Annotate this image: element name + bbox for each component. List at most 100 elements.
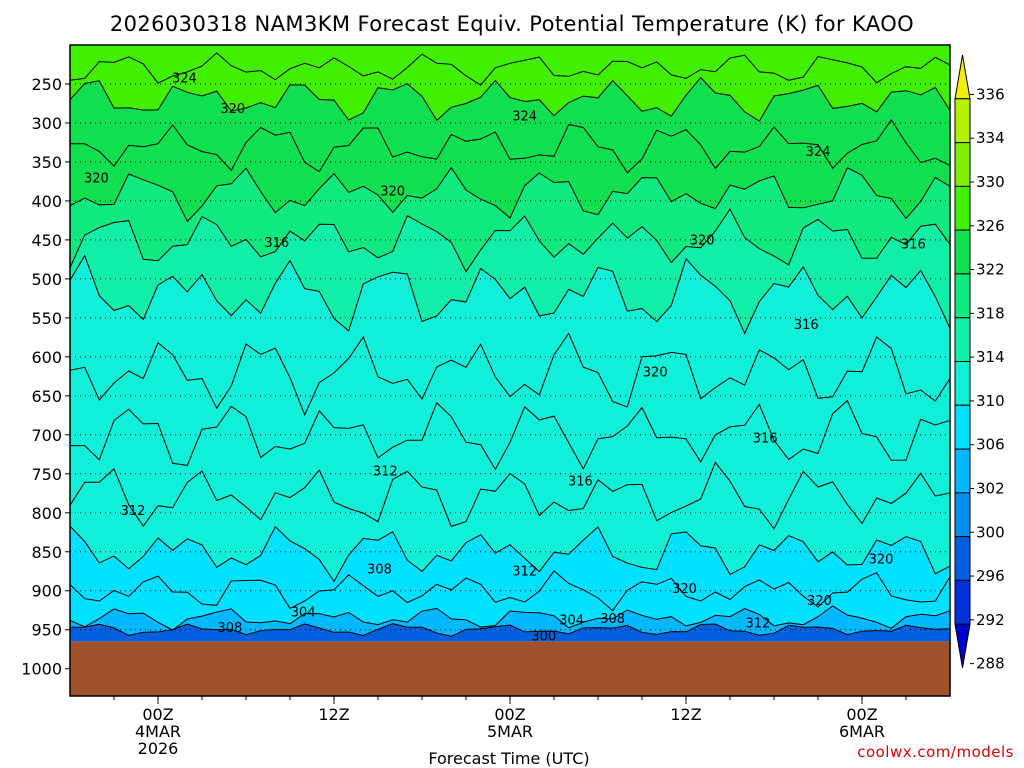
contour-label: 316 (794, 318, 819, 333)
x-tick-label: 4MAR (135, 722, 181, 741)
colorbar-swatch (954, 229, 971, 275)
y-tick-label: 550 (31, 309, 62, 328)
x-tick-label: 6MAR (839, 722, 885, 741)
contour-label: 316 (568, 475, 593, 490)
contour-label: 324 (806, 145, 831, 160)
colorbar-swatch (954, 142, 971, 187)
contour-label: 320 (807, 594, 832, 609)
contour-line (70, 605, 950, 631)
y-tick-label: 350 (31, 153, 62, 172)
colorbar-swatch (954, 98, 971, 144)
colorbar-label: 314 (976, 348, 1005, 366)
y-tick-label: 800 (31, 504, 62, 523)
contour-label: 324 (512, 110, 537, 125)
y-tick-label: 650 (31, 387, 62, 406)
contour-label: 312 (512, 564, 537, 579)
contour-label: 324 (172, 72, 197, 87)
colorbar-label: 326 (976, 217, 1005, 235)
colorbar-label: 292 (976, 611, 1005, 629)
colorbar-label: 302 (976, 479, 1005, 497)
x-axis-label: Forecast Time (UTC) (428, 749, 589, 768)
x-tick-label: 00Z (142, 705, 173, 724)
fill-band (70, 526, 950, 611)
contour-label: 308 (367, 563, 392, 578)
contour-line (70, 76, 950, 122)
contour-label: 316 (901, 238, 926, 253)
x-tick-label: 5MAR (487, 722, 533, 741)
x-tick-label: 2026 (138, 739, 179, 758)
contour-line (70, 254, 950, 335)
contour-label: 308 (217, 621, 242, 636)
contour-label: 300 (531, 630, 556, 645)
contour-line (70, 570, 950, 612)
y-tick-label: 700 (31, 426, 62, 445)
colorbar-label: 296 (976, 567, 1005, 585)
contour-label: 304 (559, 613, 584, 628)
colorbar-label: 330 (976, 173, 1005, 191)
y-tick-label: 450 (31, 231, 62, 250)
colorbar-swatch (954, 623, 971, 669)
colorbar-swatch (954, 536, 971, 581)
contour-line (70, 52, 950, 86)
colorbar-label: 318 (976, 304, 1005, 322)
contour-label: 312 (745, 616, 770, 631)
y-tick-label: 600 (31, 348, 62, 367)
y-tick-label: 300 (31, 114, 62, 133)
contour-line (70, 118, 950, 174)
contour-label: 320 (869, 553, 894, 568)
contour-line (70, 208, 950, 273)
fill-band (70, 45, 950, 86)
contour-label: 320 (672, 582, 697, 597)
x-tick-label: 00Z (494, 705, 525, 724)
colorbar-swatch (954, 317, 971, 362)
contour-line (70, 525, 950, 583)
contour-label: 312 (373, 464, 398, 479)
fill-band (70, 570, 950, 631)
colorbar-swatch (954, 492, 971, 538)
contour-label: 316 (264, 236, 289, 251)
contour-line (70, 399, 950, 471)
contour-label: 312 (121, 504, 146, 519)
chart-title: 2026030318 NAM3KM Forecast Equiv. Potent… (110, 12, 914, 36)
colorbar-swatch (954, 273, 971, 319)
colorbar-label: 300 (976, 523, 1005, 541)
y-tick-label: 900 (31, 582, 62, 601)
colorbar-label: 288 (976, 655, 1005, 673)
contour-label: 320 (690, 234, 715, 249)
y-tick-label: 250 (31, 75, 62, 94)
fill-band (70, 255, 950, 415)
colorbar-label: 336 (976, 85, 1005, 103)
fill-band (70, 606, 950, 637)
fill-band (70, 119, 950, 222)
x-tick-label: 00Z (846, 705, 877, 724)
contour-label: 316 (753, 432, 778, 447)
colorbar-swatch (954, 579, 971, 625)
contour-label: 308 (600, 612, 625, 627)
colorbar-swatch (954, 448, 971, 494)
fill-band (70, 52, 950, 122)
fill-band (70, 77, 950, 173)
contour-label: 320 (643, 365, 668, 380)
colorbar-swatch (954, 404, 971, 450)
colorbar-swatch (954, 361, 971, 406)
colorbar: 336 334 330 326 322 318 314 310 306 302 300 296 292 2… (954, 54, 1005, 673)
y-tick-label: 750 (31, 465, 62, 484)
y-tick-label: 1000 (21, 660, 62, 679)
y-axis: 250 300 350 400 450 500 550 600 650 700 750 800 850 9… (21, 75, 70, 679)
colorbar-label: 322 (976, 261, 1005, 279)
contour-label-layer: 324 320 320 324 324 320 316 320 316 316 320 316 312 3… (84, 72, 926, 645)
colorbar-label: 310 (976, 392, 1005, 410)
fill-band (70, 167, 950, 272)
x-tick-label: 12Z (670, 705, 701, 724)
contour-label: 320 (380, 185, 405, 200)
contour-line (70, 623, 950, 637)
credit-text: coolwx.com/models (857, 743, 1014, 761)
contour-line (70, 332, 950, 417)
colorbar-label: 306 (976, 436, 1005, 454)
y-tick-label: 950 (31, 621, 62, 640)
below-ground-region (70, 641, 950, 696)
y-tick-label: 400 (31, 192, 62, 211)
contour-line-layer (70, 52, 950, 637)
